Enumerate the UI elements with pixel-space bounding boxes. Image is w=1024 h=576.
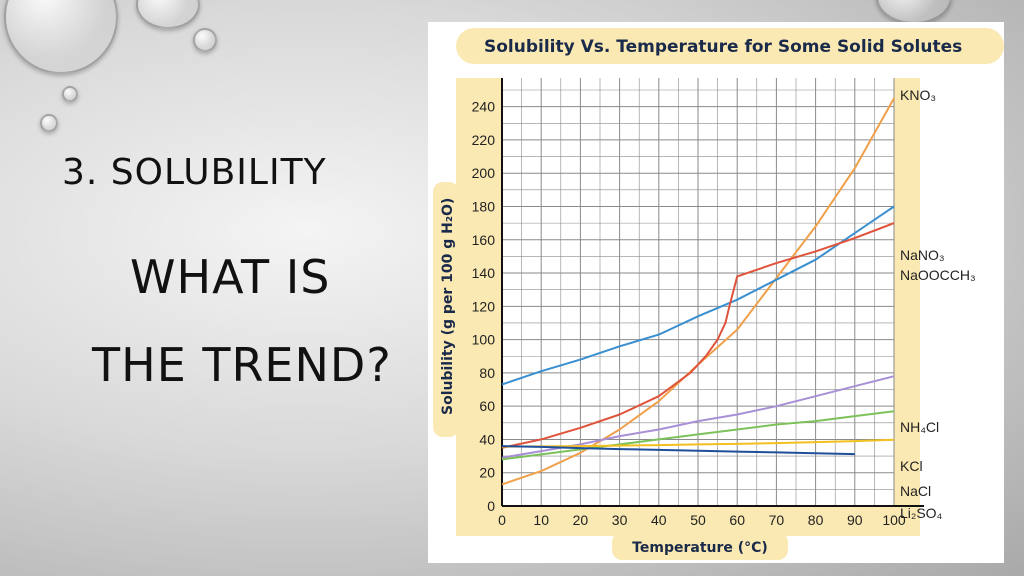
y-tick-label: 80 xyxy=(479,365,495,381)
series-line xyxy=(501,222,895,449)
x-tick-label: 10 xyxy=(533,512,549,528)
series-lines xyxy=(501,97,895,486)
question-line-2: THE TREND? xyxy=(92,338,392,392)
title-banner xyxy=(456,28,1004,64)
y-tick-label: 20 xyxy=(479,465,495,481)
xlabel-banner xyxy=(612,532,788,560)
bubble-decoration xyxy=(876,0,952,24)
y-tick-label: 200 xyxy=(472,165,496,181)
series-label: Li₂SO₄ xyxy=(900,505,943,521)
y-tick-label: 40 xyxy=(479,431,495,447)
y-tick-label: 140 xyxy=(472,265,496,281)
series-label: NaOOCCH₃ xyxy=(900,267,976,283)
axes xyxy=(501,78,924,507)
chart-panel: Solubility Vs. Temperature for Some Soli… xyxy=(428,22,1004,563)
bubble-decoration xyxy=(40,114,58,132)
series-label: NaCl xyxy=(900,483,931,499)
x-tick-label: 0 xyxy=(498,512,506,528)
solubility-chart: Solubility Vs. Temperature for Some Soli… xyxy=(433,28,1004,560)
y-tick-label: 220 xyxy=(472,132,496,148)
series-label: KCl xyxy=(900,458,923,474)
bubble-decoration xyxy=(62,86,78,102)
y-tick-label: 160 xyxy=(472,232,496,248)
y-tick-label: 0 xyxy=(487,498,495,514)
bubble-decoration xyxy=(136,0,200,29)
slide-heading: 3. SOLUBILITY xyxy=(62,152,327,193)
series-line xyxy=(501,445,855,456)
series-line xyxy=(501,410,895,461)
series-labels: KNO₃ NaNO₃ NaOOCCH₃ NH₄Cl KCl NaCl Li₂SO₄ xyxy=(900,87,976,521)
x-tick-label: 60 xyxy=(729,512,745,528)
y-tick-label: 240 xyxy=(472,99,496,115)
x-axis-label: Temperature (°C) xyxy=(632,540,768,556)
series-line xyxy=(501,438,895,448)
x-tick-label: 30 xyxy=(612,512,628,528)
question-line-1: WHAT IS xyxy=(130,250,331,304)
y-tick-label: 60 xyxy=(479,398,495,414)
x-tick-label: 90 xyxy=(847,512,863,528)
tick-labels: 0 10 20 30 40 50 60 70 80 90 100 0 20 40 60 80 100 120 140… xyxy=(472,99,906,528)
x-tick-label: 100 xyxy=(882,512,906,528)
bubble-decoration xyxy=(4,0,118,74)
x-tick-label: 20 xyxy=(573,512,589,528)
y-tick-label: 180 xyxy=(472,198,496,214)
y-tick-label: 100 xyxy=(472,332,496,348)
bubble-decoration xyxy=(193,28,217,52)
y-axis-label: Solubility (g per 100 g H₂O) xyxy=(440,198,456,415)
series-line xyxy=(501,205,895,386)
x-tick-label: 70 xyxy=(769,512,785,528)
x-tick-label: 80 xyxy=(808,512,824,528)
ylabel-banner xyxy=(433,182,459,437)
series-label: NH₄Cl xyxy=(900,419,939,435)
series-label: KNO₃ xyxy=(900,87,936,103)
y-tick-label: 120 xyxy=(472,298,496,314)
x-tick-label: 50 xyxy=(690,512,706,528)
series-label: NaNO₃ xyxy=(900,247,945,263)
x-tick-label: 40 xyxy=(651,512,667,528)
chart-title: Solubility Vs. Temperature for Some Soli… xyxy=(484,37,962,57)
